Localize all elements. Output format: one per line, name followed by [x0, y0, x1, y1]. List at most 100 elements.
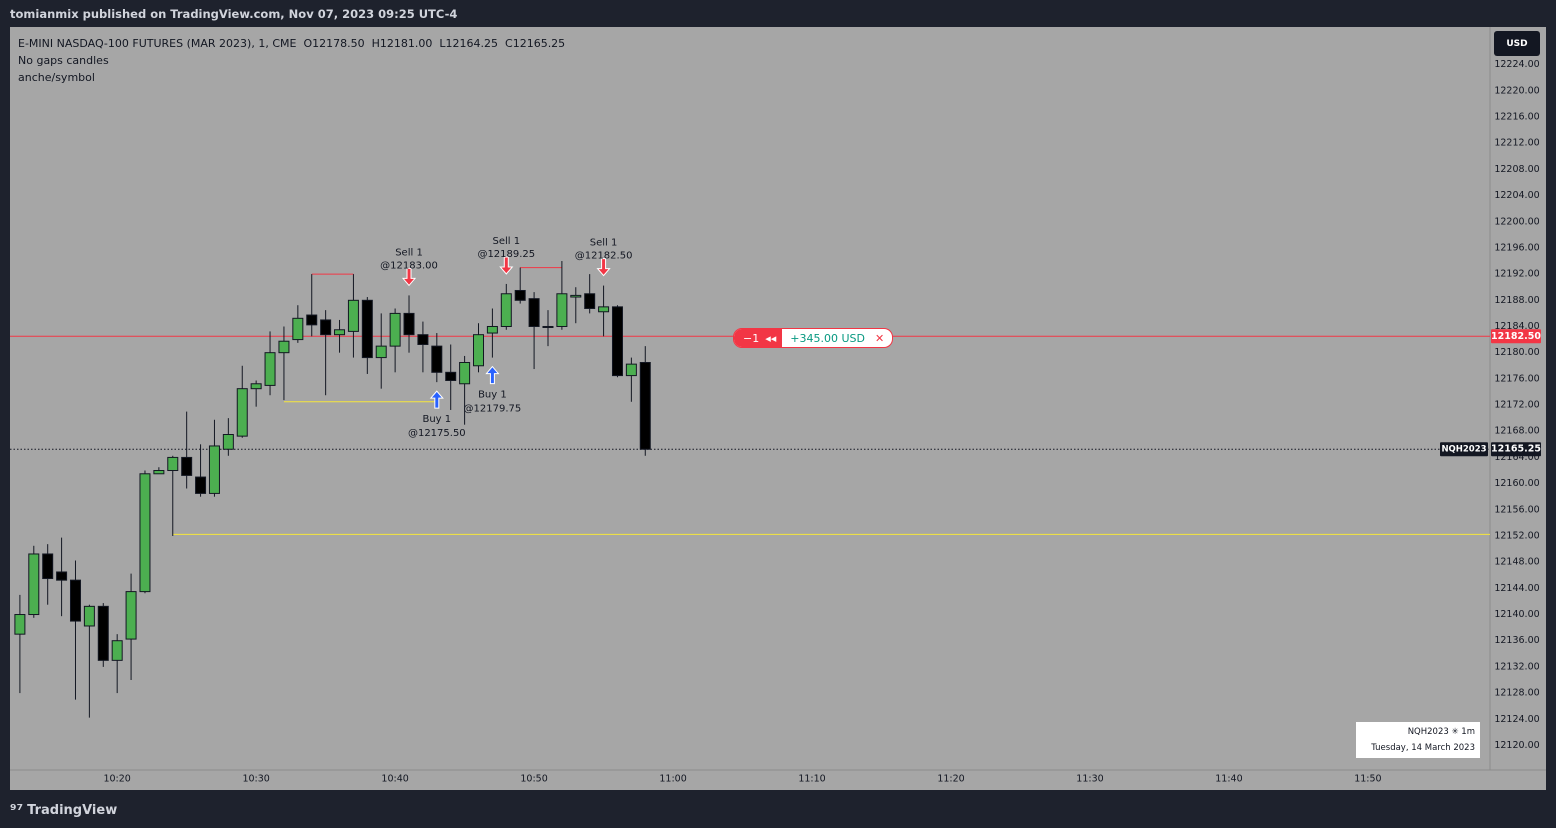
y-tick-label: 12148.00 — [1494, 557, 1539, 568]
y-tick-label: 12152.00 — [1494, 530, 1539, 541]
y-tick-label: 12192.00 — [1494, 269, 1539, 280]
y-tick-label: 12124.00 — [1494, 714, 1539, 725]
sell-arrow — [499, 256, 514, 275]
close-position-button[interactable]: ✕ — [874, 331, 885, 345]
candle-body — [167, 456, 179, 472]
y-tick-label: 12164.00 — [1494, 452, 1539, 463]
y-tick-label: 12136.00 — [1494, 635, 1539, 646]
trade-marker: Buy 1 @12175.50 — [408, 390, 466, 439]
footer: ⁹⁷ TradingView — [10, 801, 117, 819]
trade-label: Sell 1 — [590, 238, 618, 249]
price-axis-label: 12165.25 — [1491, 444, 1541, 455]
candle-body — [292, 317, 304, 341]
candle-body — [153, 470, 165, 475]
candle-body — [570, 294, 582, 298]
candle-body — [417, 334, 429, 345]
candle-body — [236, 388, 248, 437]
candle-body — [334, 329, 346, 336]
symbol-date: Tuesday, 14 March 2023 — [1371, 743, 1475, 753]
candle-body — [556, 293, 568, 327]
trade-label: Buy 1 — [422, 414, 451, 425]
candle-body — [264, 352, 276, 386]
x-tick-label: 11:40 — [1215, 774, 1242, 785]
trade-price: @12182.50 — [575, 251, 633, 262]
y-tick-label: 12140.00 — [1494, 609, 1539, 620]
candle-body — [486, 325, 498, 334]
candle-body — [514, 289, 526, 301]
candle-body — [42, 553, 54, 580]
y-tick-label: 12168.00 — [1494, 426, 1539, 437]
ohlc-label: H12181.00 — [371, 37, 433, 50]
y-tick-label: 12220.00 — [1494, 85, 1539, 96]
position-pill: −1 ◂◂ +345.00 USD ✕ — [733, 328, 894, 348]
candle-body — [639, 361, 651, 450]
currency-button[interactable]: USD — [1494, 31, 1540, 56]
candle-body — [375, 345, 387, 359]
candle-body — [542, 325, 554, 328]
legend: E-MINI NASDAQ-100 FUTURES (MAR 2023), 1,… — [18, 35, 572, 86]
sell-arrow — [596, 258, 611, 277]
x-tick-label: 10:30 — [242, 774, 269, 785]
candle-body — [389, 312, 401, 347]
candle-body — [56, 571, 68, 581]
candle-body — [139, 473, 151, 593]
price-axis-label: 12182.50 — [1491, 331, 1541, 342]
publisher-line: tomianmix published on TradingView.com, … — [10, 7, 458, 21]
candle-body — [584, 293, 596, 309]
sell-arrow — [401, 267, 417, 287]
position-qty: −1 — [743, 331, 760, 345]
candle-body — [361, 299, 373, 359]
trade-label: Sell 1 — [492, 236, 520, 247]
y-tick-label: 12204.00 — [1494, 190, 1539, 201]
symbol-tag-bg — [1440, 442, 1488, 457]
trade-label: Sell 1 — [395, 247, 423, 258]
indicator-name: anche/symbol — [18, 71, 95, 84]
legend-title: E-MINI NASDAQ-100 FUTURES (MAR 2023), 1,… — [18, 37, 297, 50]
candle-body — [473, 334, 485, 367]
buy-arrow — [485, 365, 500, 385]
x-tick-label: 10:20 — [103, 774, 130, 785]
price-axis-label-bg — [1491, 329, 1541, 344]
candle-body — [403, 312, 415, 336]
chart-background — [10, 27, 1546, 790]
trade-price: @12189.25 — [477, 249, 535, 260]
y-tick-label: 12180.00 — [1494, 347, 1539, 358]
trade-marker: Sell 1 @12189.25 — [477, 236, 535, 275]
candle-body — [28, 553, 40, 616]
x-tick-label: 11:30 — [1076, 774, 1103, 785]
y-tick-label: 12120.00 — [1494, 740, 1539, 751]
symbol-interval: NQH2023 ✳ 1m — [1407, 727, 1475, 737]
buy-arrow — [429, 390, 444, 409]
position-pnl: +345.00 USD — [790, 331, 865, 345]
symbol-tag: NQH2023 — [1441, 445, 1486, 455]
x-tick-label: 11:10 — [798, 774, 825, 785]
y-tick-label: 12188.00 — [1494, 295, 1539, 306]
x-tick-label: 10:40 — [381, 774, 408, 785]
symbol-box: NQH2023 ✳ 1m Tuesday, 14 March 2023 — [1356, 722, 1480, 758]
candle-body — [320, 319, 332, 336]
brand-logo: ⁹⁷ — [10, 801, 24, 819]
indicator-row: No gaps candles — [18, 52, 572, 69]
y-tick-label: 12208.00 — [1494, 164, 1539, 175]
trade-price: @12175.50 — [408, 428, 466, 439]
candle-body — [500, 293, 512, 327]
trade-price: @12183.00 — [380, 260, 438, 271]
candle-body — [195, 476, 207, 494]
trade-label: Buy 1 — [478, 390, 507, 401]
candle-body — [347, 299, 359, 332]
x-tick-label: 11:20 — [937, 774, 964, 785]
candle-body — [181, 456, 193, 476]
ohlc-label: O12178.50 — [303, 37, 365, 50]
brand: TradingView — [27, 802, 118, 818]
y-tick-label: 12216.00 — [1494, 112, 1539, 123]
candle-body — [278, 340, 290, 354]
position-qty-box[interactable]: −1 ◂◂ — [734, 329, 783, 347]
candle-body — [83, 605, 95, 627]
candle-body — [111, 640, 123, 661]
candle-body — [445, 371, 457, 381]
x-tick-label: 10:50 — [520, 774, 547, 785]
ohlc-label: L12164.25 — [439, 37, 499, 50]
candle-body — [14, 614, 26, 635]
